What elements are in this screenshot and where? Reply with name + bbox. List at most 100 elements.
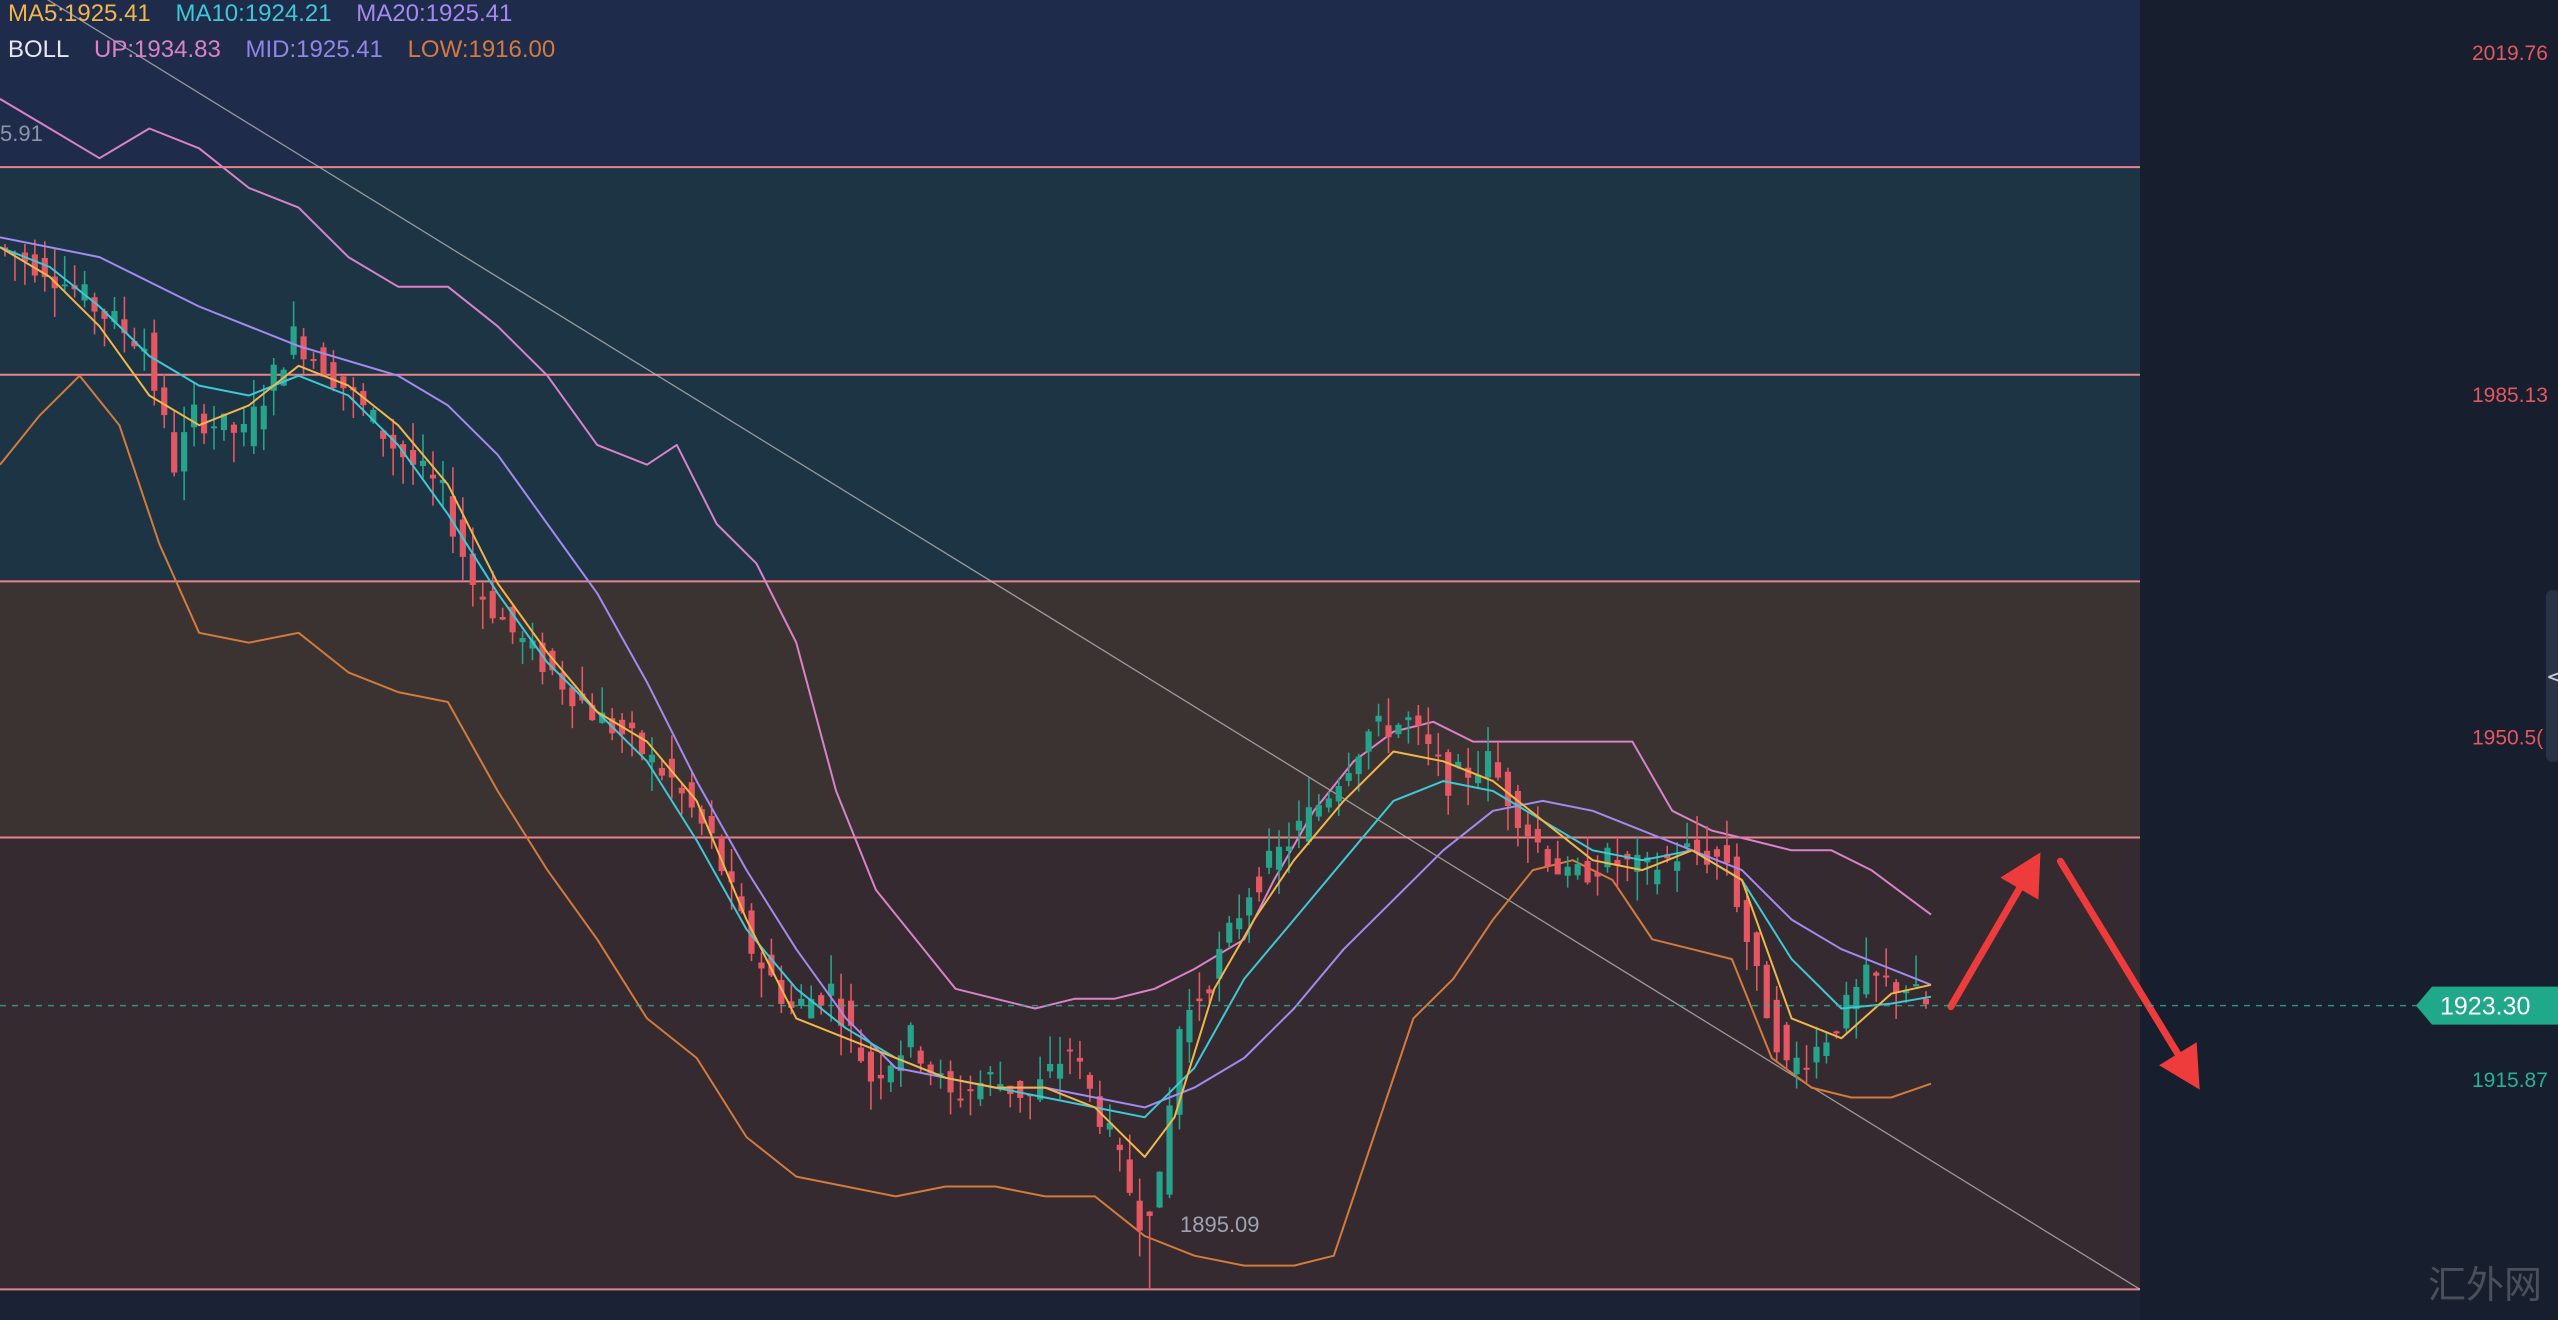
candle-98 (977, 1070, 984, 1106)
candle-116 (1156, 1171, 1163, 1209)
candle-125 (1246, 888, 1253, 943)
price-zone-0 (0, 0, 2140, 168)
candle-86 (857, 1029, 865, 1064)
candle-body-133 (1325, 798, 1332, 808)
ma10-legend: MA10:1924.21 (175, 0, 332, 27)
candle-91 (907, 1022, 914, 1058)
candle-body-131 (1305, 807, 1312, 842)
candle-body-193 (1922, 998, 1930, 1005)
candle-190 (1893, 979, 1900, 1019)
candle-body-59 (589, 704, 596, 721)
candle-119 (1186, 989, 1193, 1063)
candle-75 (748, 903, 755, 962)
candle-body-156 (1554, 858, 1561, 875)
candle-183 (1823, 1031, 1830, 1064)
candle-161 (1604, 842, 1611, 873)
candle-body-25 (250, 406, 257, 447)
candle-body-136 (1355, 756, 1362, 775)
candle-body-76 (758, 962, 765, 969)
candle-body-42 (419, 460, 427, 466)
candle-body-108 (1076, 1057, 1084, 1062)
candle-102 (1017, 1080, 1024, 1113)
current-price-tag (2416, 986, 2558, 1025)
candle-112 (1116, 1137, 1123, 1172)
candle-170 (1693, 816, 1701, 866)
candle-44 (439, 461, 447, 508)
candle-72 (718, 834, 725, 876)
price-zones (0, 0, 2140, 1290)
candle-132 (1315, 793, 1322, 822)
candle-body-178 (1773, 999, 1780, 1053)
candle-105 (1047, 1036, 1054, 1079)
current-price-layer: 1923.30 (0, 986, 2558, 1025)
candle-body-55 (549, 650, 556, 671)
candle-body-114 (1136, 1200, 1143, 1231)
forecast-arrow-shaft-0 (1947, 885, 2023, 1011)
candle-81 (808, 985, 815, 1019)
candle-body-109 (1086, 1074, 1093, 1089)
candle-120 (1196, 972, 1203, 1021)
candle-body-116 (1156, 1171, 1163, 1208)
candle-166 (1654, 852, 1661, 895)
candle-87 (867, 1042, 875, 1110)
candle-body-137 (1365, 731, 1372, 752)
candle-13 (131, 327, 138, 350)
collapse-handle[interactable]: < (2546, 590, 2558, 762)
candle-body-41 (409, 450, 417, 465)
candle-body-87 (867, 1051, 875, 1082)
price-tick-label-3: 1915.87 (2472, 1069, 2548, 1092)
candle-39 (390, 418, 397, 476)
candle-23 (230, 421, 237, 463)
candle-26 (260, 384, 267, 451)
trendline-layer (46, 0, 2141, 1290)
candle-140 (1395, 722, 1402, 738)
candle-body-152 (1514, 790, 1521, 829)
candle-body-48 (479, 596, 486, 600)
candle-body-93 (927, 1064, 934, 1073)
price-axis[interactable]: 2019.76 1985.13 1950.5(1915.87 (2472, 42, 2548, 1092)
collapse-handle-bar[interactable] (2546, 590, 2558, 762)
candle-body-67 (668, 758, 675, 778)
candle-body-124 (1236, 918, 1243, 930)
candle-10 (101, 308, 108, 347)
candle-148 (1475, 751, 1482, 788)
candle-body-173 (1723, 845, 1731, 864)
candle-body-147 (1465, 767, 1472, 778)
candle-191 (1903, 985, 1910, 1003)
ma-legend: MA5:1925.41 MA10:1924.21 MA20:1925.41 (8, 0, 530, 28)
candle-body-112 (1116, 1144, 1123, 1151)
candle-155 (1544, 845, 1551, 872)
candle-body-149 (1484, 751, 1492, 778)
candle-body-158 (1574, 863, 1581, 876)
candle-body-18 (181, 432, 188, 472)
candle-body-34 (340, 376, 347, 389)
candle-body-135 (1345, 773, 1352, 781)
candle-body-72 (718, 837, 725, 872)
candle-body-92 (917, 1050, 924, 1064)
candle-body-71 (708, 815, 715, 834)
candle-162 (1614, 836, 1621, 888)
candle-body-16 (161, 387, 168, 416)
candle-body-164 (1634, 854, 1641, 872)
candle-171 (1703, 825, 1711, 874)
candle-107 (1066, 1038, 1074, 1075)
ma5-line (0, 246, 1932, 1158)
candle-body-9 (91, 297, 98, 312)
candle-body-24 (240, 424, 247, 433)
candle-body-160 (1594, 872, 1601, 877)
candle-body-77 (768, 954, 775, 976)
candle-51 (509, 605, 516, 644)
candle-body-54 (539, 642, 546, 673)
candle-179 (1783, 1022, 1790, 1070)
candle-body-155 (1544, 849, 1551, 867)
candle-body-81 (808, 999, 815, 1019)
candle-body-78 (778, 979, 785, 1004)
candle-76 (758, 952, 765, 998)
candle-54 (539, 632, 546, 685)
candle-body-96 (957, 1098, 964, 1101)
price-tick-label-2: 1950.5( (2472, 727, 2543, 750)
collapse-chevron-icon[interactable]: < (2546, 665, 2558, 690)
candle-body-187 (1863, 964, 1870, 995)
candle-body-33 (330, 362, 337, 389)
